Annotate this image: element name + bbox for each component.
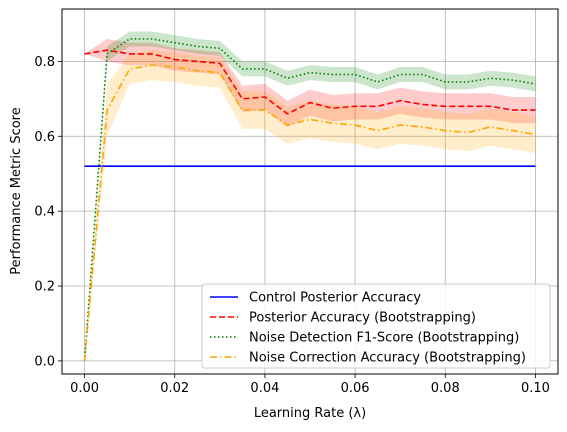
x-tick-label: 0.06 (341, 381, 370, 396)
legend: Control Posterior Accuracy Posterior Accu… (201, 283, 551, 369)
legend-label: Noise Detection F1-Score (Bootstrapping) (249, 331, 519, 346)
x-tick-label: 0.04 (250, 381, 279, 396)
plot-frame (61, 8, 559, 375)
legend-label: Noise Correction Accuracy (Bootstrapping… (249, 351, 526, 366)
y-tick-label: 0.4 (34, 205, 55, 220)
x-tick-label: 0.02 (160, 381, 189, 396)
y-tick-label: 0.8 (34, 55, 55, 70)
y-tick-label: 0.2 (34, 280, 55, 295)
legend-items: Control Posterior Accuracy Posterior Accu… (210, 291, 526, 366)
x-tick-label: 0.10 (521, 381, 550, 396)
series-line (83, 64, 536, 361)
legend-box (201, 283, 551, 369)
series-lines (83, 38, 536, 361)
legend-label: Posterior Accuracy (Bootstrapping) (249, 311, 476, 326)
x-axis-label: Learning Rate (λ) (254, 406, 366, 421)
axis-ticks: 0.00 0.02 0.04 0.06 0.08 0.10 0.0 0.2 0.4 0.6 0.8 (34, 55, 550, 396)
series-line (83, 38, 536, 361)
y-tick-label: 0.0 (34, 354, 55, 369)
confidence-band (84, 50, 536, 361)
grid-lines (62, 9, 558, 374)
x-tick-label: 0.00 (70, 381, 99, 396)
legend-label: Control Posterior Accuracy (249, 291, 421, 306)
y-axis-label: Performance Metric Score (9, 107, 24, 274)
series-line (84, 49, 536, 115)
x-tick-label: 0.08 (431, 381, 460, 396)
y-tick-label: 0.6 (34, 130, 55, 145)
